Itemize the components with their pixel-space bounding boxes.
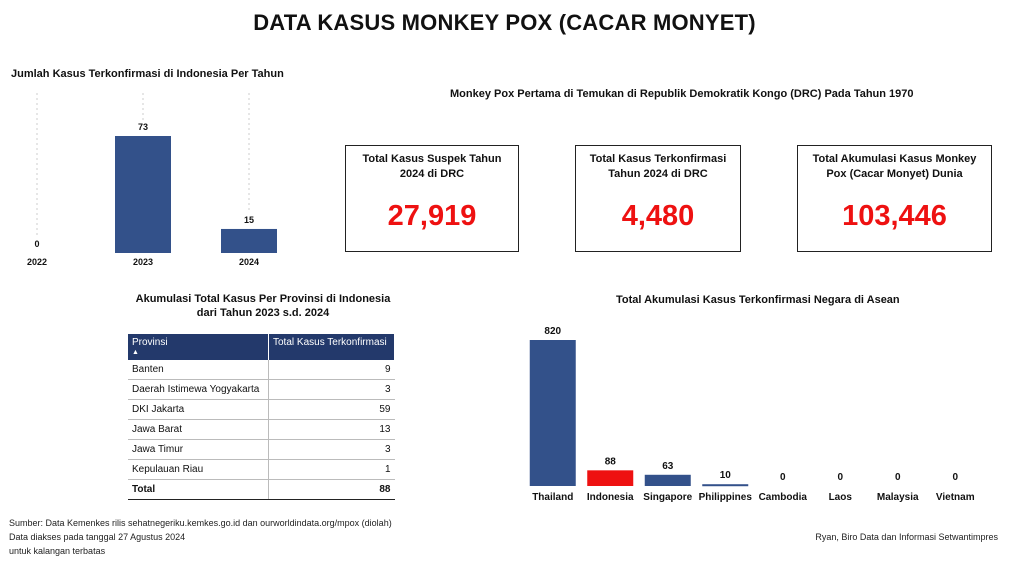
table-row: DKI Jakarta 59 <box>128 399 395 420</box>
province-total: 9 <box>268 360 395 380</box>
tick-label: Laos <box>829 492 853 503</box>
world-total-card: Total Akumulasi Kasus Monkey Pox (Cacar … <box>797 145 992 252</box>
world-total-label: Total Akumulasi Kasus Monkey Pox (Cacar … <box>812 153 977 180</box>
data-label: 0 <box>780 472 786 483</box>
tick-label: 2022 <box>27 257 47 267</box>
asean-chart-title: Total Akumulasi Kasus Terkonfirmasi Nega… <box>616 294 900 306</box>
province-table-title-line2: dari Tahun 2023 s.d. 2024 <box>196 307 330 319</box>
province-name: DKI Jakarta <box>128 399 269 420</box>
sort-ascending-icon[interactable]: ▲ <box>132 349 139 356</box>
tick-label: Malaysia <box>877 492 919 503</box>
bar-2024 <box>221 228 277 253</box>
province-name: Banten <box>128 360 269 380</box>
table-total-row: Total 88 <box>128 479 395 500</box>
footer-notes: Sumber: Data Kemenkes rilis sehatnegerik… <box>9 516 392 558</box>
province-total: 13 <box>268 419 395 440</box>
bar-singapore <box>644 474 691 486</box>
province-name: Jawa Timur <box>128 439 269 460</box>
drc-suspect-label: Total Kasus Suspek Tahun 2024 di DRC <box>362 153 502 180</box>
yearly-chart-title: Jumlah Kasus Terkonfirmasi di Indonesia … <box>11 68 284 80</box>
tick-label: Cambodia <box>759 492 808 503</box>
drc-confirmed-value: 4,480 <box>621 200 695 232</box>
footer-source: Sumber: Data Kemenkes rilis sehatnegerik… <box>9 518 392 528</box>
drc-suspect-value: 27,919 <box>387 200 477 232</box>
data-label: 10 <box>720 470 732 481</box>
province-table: Provinsi ▲ Total Kasus Terkonfirmasi Ban… <box>128 334 395 500</box>
tick-label: Thailand <box>532 492 573 503</box>
data-label: 0 <box>34 239 39 249</box>
column-header-provinsi[interactable]: Provinsi ▲ <box>128 334 269 360</box>
province-name: Kepulauan Riau <box>128 459 269 480</box>
data-label: 15 <box>244 215 254 225</box>
tick-label: Philippines <box>699 492 753 503</box>
bar-2023 <box>115 136 171 253</box>
tick-label: 2023 <box>133 257 153 267</box>
data-label: 0 <box>895 472 901 483</box>
table-row: Jawa Timur 3 <box>128 439 395 460</box>
bar-philippines <box>702 484 749 487</box>
bar-thailand <box>529 340 576 486</box>
footer-restricted: untuk kalangan terbatas <box>9 546 106 556</box>
column-header-total[interactable]: Total Kasus Terkonfirmasi <box>268 334 395 360</box>
drc-confirmed-label: Total Kasus Terkonfirmasi Tahun 2024 di … <box>589 153 727 180</box>
table-row: Jawa Barat 13 <box>128 419 395 440</box>
column-header-provinsi-label: Provinsi <box>132 337 168 348</box>
province-name: Jawa Barat <box>128 419 269 440</box>
tick-label: 2024 <box>239 257 259 267</box>
data-label: 63 <box>662 461 674 472</box>
tick-label: Vietnam <box>936 492 975 503</box>
drc-heading: Monkey Pox Pertama di Temukan di Republi… <box>450 88 914 100</box>
bar-indonesia <box>587 470 634 486</box>
world-total-value: 103,446 <box>842 200 947 232</box>
data-label: 0 <box>952 472 958 483</box>
province-total: 59 <box>268 399 395 420</box>
table-row: Daerah Istimewa Yogyakarta 3 <box>128 379 395 400</box>
total-label: Total <box>128 479 269 500</box>
province-table-header: Provinsi ▲ Total Kasus Terkonfirmasi <box>128 334 395 360</box>
asean-cases-chart: 820 Thailand 88 Indonesia 63 Singapore 10 Phili… <box>529 326 975 503</box>
table-row: Kepulauan Riau 1 <box>128 459 395 480</box>
data-label: 73 <box>138 122 148 132</box>
province-total: 1 <box>268 459 395 480</box>
data-label: 88 <box>605 456 617 467</box>
total-value: 88 <box>268 479 395 500</box>
tick-label: Indonesia <box>587 492 634 503</box>
drc-confirmed-card: Total Kasus Terkonfirmasi Tahun 2024 di … <box>575 145 741 252</box>
column-header-total-label: Total Kasus Terkonfirmasi <box>273 337 387 348</box>
data-label: 820 <box>544 326 561 337</box>
province-total: 3 <box>268 379 395 400</box>
table-row: Banten 9 <box>128 360 395 380</box>
province-table-title: Akumulasi Total Kasus Per Provinsi di In… <box>128 292 398 320</box>
province-name: Daerah Istimewa Yogyakarta <box>128 379 269 400</box>
province-total: 3 <box>268 439 395 460</box>
tick-label: Singapore <box>643 492 692 503</box>
data-label: 0 <box>837 472 843 483</box>
footer-accessed: Data diakses pada tanggal 27 Agustus 202… <box>9 532 186 542</box>
yearly-cases-chart: 0 2022 73 2023 15 2024 <box>27 93 277 267</box>
footer-author: Ryan, Biro Data dan Informasi Setwantimp… <box>815 532 998 542</box>
page-title: DATA KASUS MONKEY POX (CACAR MONYET) <box>253 10 756 35</box>
drc-suspect-card: Total Kasus Suspek Tahun 2024 di DRC 27,… <box>345 145 519 252</box>
province-table-title-line1: Akumulasi Total Kasus Per Provinsi di In… <box>135 293 391 305</box>
